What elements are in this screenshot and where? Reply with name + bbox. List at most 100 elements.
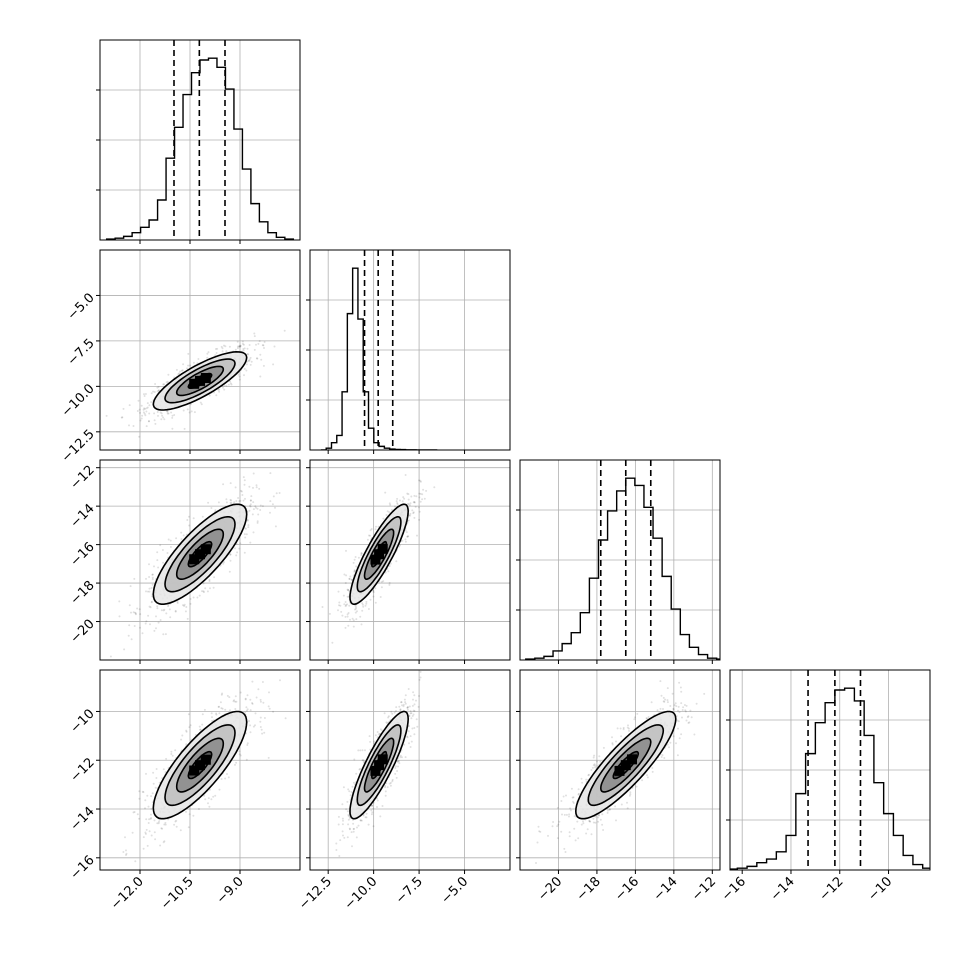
scatter-point [174,609,177,612]
scatter-point [415,495,418,498]
scatter-point [147,805,150,808]
density-peak [200,754,211,765]
scatter-point [143,395,146,397]
scatter-point [268,691,270,694]
scatter-point [249,731,252,734]
scatter-point [347,589,350,591]
contour-line [164,516,236,593]
scatter-point [246,708,249,711]
scatter-point [147,614,150,617]
scatter-point [259,375,262,378]
scatter-point [190,410,193,413]
scatter-point [412,511,415,514]
density-peak [370,554,381,565]
scatter-point [153,629,156,632]
scatter-point [208,805,211,808]
scatter-point [124,836,126,839]
scatter-point [404,529,407,532]
scatter-point [138,435,141,438]
axes-frame [309,249,511,451]
contour-line [175,528,225,580]
plot-area [535,680,706,864]
scatter-point [552,821,555,823]
contour-line [370,540,388,568]
scatter-point [412,512,415,515]
scatter-point [221,350,224,353]
scatter-point [349,618,351,621]
scatter-point [391,778,394,781]
scatter-point [162,609,165,612]
scatter-point [162,768,165,771]
scatter-point [223,384,226,387]
scatter-point [193,411,196,414]
scatter-point [145,407,148,410]
scatter-point [405,531,408,534]
scatter-point [256,521,259,524]
scatter-point [226,773,228,775]
axes-frame [99,459,301,661]
scatter-point [346,588,349,591]
scatter-point [399,499,401,502]
scatter-point [118,615,121,618]
scatter-point [162,416,165,419]
scatter-point [176,602,179,604]
scatter-point [651,770,654,773]
scatter-point [230,502,233,505]
scatter-point [394,767,397,769]
scatter-point [251,513,254,516]
scatter-point [132,425,135,427]
scatter-point [203,708,206,711]
contour-line [152,710,248,820]
density-peak [189,554,200,565]
y-tick-label: −10 [68,707,98,737]
scatter-point [402,705,405,708]
scatter-point [201,590,203,593]
scatter-point [362,760,365,763]
scatter-point [391,780,394,783]
scatter-point [175,825,178,828]
scatter-point [396,760,399,763]
scatter-point [345,808,348,811]
scatter-point [197,358,200,360]
scatter-point [344,605,347,608]
scatter-point [178,372,181,375]
scatter-point [683,704,686,706]
scatter-point [350,791,353,793]
scatter-point [188,515,190,518]
scatter-point [346,603,349,606]
scatter-point [380,586,383,589]
scatter-point [321,606,324,608]
scatter-point [210,507,213,509]
scatter-point [154,383,157,385]
scatter-point [167,538,170,541]
scatter-point [380,580,383,583]
scatter-point [161,414,164,417]
scatter-point [367,608,370,610]
y-tick-label: −18 [68,578,98,608]
grid [310,460,510,660]
scatter-point [418,496,421,499]
scatter-point [173,414,176,416]
scatter-point [273,345,276,348]
scatter-point [390,508,393,511]
scatter-point [619,727,622,730]
scatter-point [411,727,414,730]
y-tick-label: −12 [68,463,98,493]
scatter-point [406,706,409,709]
scatter-point [244,497,246,500]
scatter-point [565,794,567,797]
scatter-point [218,390,221,393]
x-tick-label: −10.5 [158,874,197,913]
scatter-point [413,516,416,519]
axes-frame [309,459,511,661]
scatter-point [419,492,422,495]
scatter-point [388,502,391,505]
scatter-point [259,353,262,356]
scatter-point [626,801,628,804]
scatter-point [263,717,266,719]
scatter-point [202,591,205,594]
scatter-point [151,573,154,576]
scatter-point [690,716,693,719]
scatter-point [673,704,676,707]
scatter-point [386,786,389,789]
